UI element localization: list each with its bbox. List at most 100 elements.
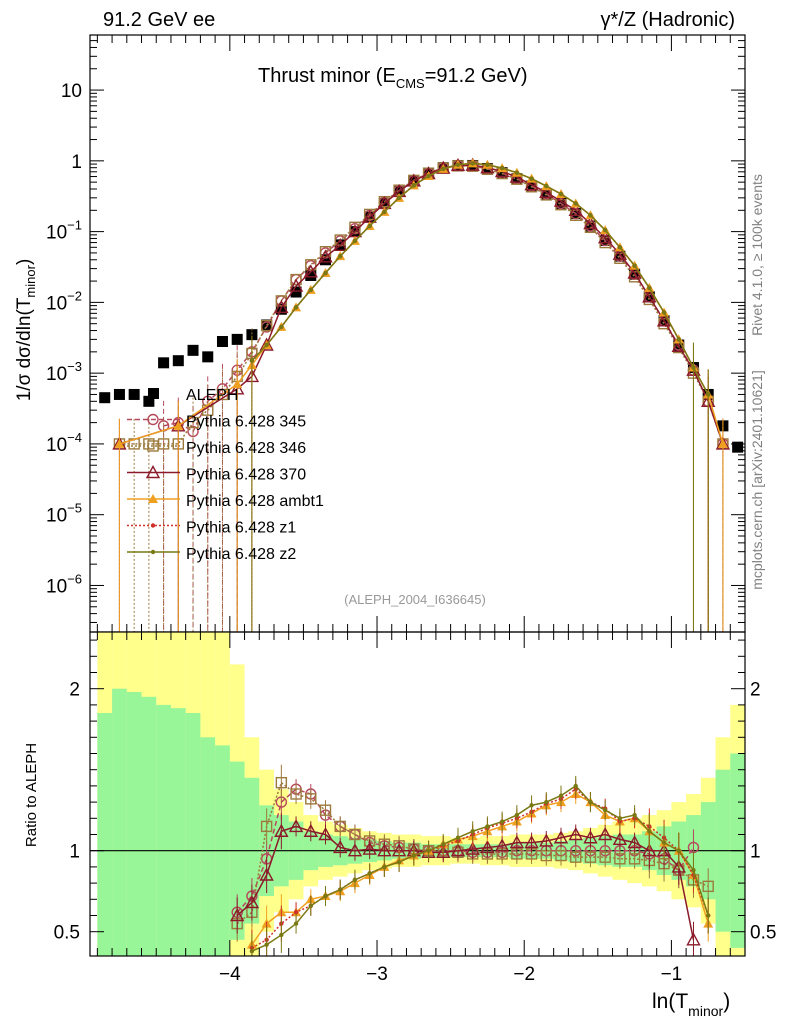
green-band-bin: [141, 696, 157, 956]
y-tick-label: 10−3: [46, 359, 82, 385]
legend-entry: Pythia 6.428 345: [127, 414, 306, 431]
mc-marker: [573, 201, 578, 206]
ratio-marker: [308, 903, 313, 908]
aleph-data-point: [172, 355, 184, 367]
ratio-marker: [555, 849, 567, 862]
mc-marker: [455, 162, 461, 167]
ratio-marker: [275, 776, 288, 789]
mc-marker: [260, 319, 273, 332]
mc-marker: [143, 438, 155, 450]
ratio-marker: [647, 829, 652, 834]
ratio-marker: [544, 799, 549, 805]
ratio-marker: [362, 841, 377, 855]
ratio-marker: [612, 831, 628, 846]
y-tick-label: 1: [71, 152, 82, 173]
ratio-marker: [494, 838, 510, 852]
mc-marker: [114, 438, 125, 448]
green-band-bin: [126, 691, 142, 956]
legend-swatch-marker: [147, 440, 159, 452]
mc-marker: [352, 238, 358, 244]
mc-line: [119, 164, 724, 445]
mc-series-z2: [249, 161, 711, 632]
ratio-marker: [686, 932, 701, 946]
ratio-marker: [260, 820, 273, 833]
ratio-marker: [706, 913, 711, 918]
legend-label: Pythia 6.428 345: [186, 414, 306, 431]
ratio-marker: [334, 820, 346, 833]
ratio-marker: [514, 812, 520, 818]
mcplots-credit-label: mcplots.cern.ch [arXiv:2401.10621]: [749, 370, 765, 589]
ratio-y-tick-label-left: 2: [69, 680, 80, 701]
uncertainty-bands: [97, 632, 745, 956]
mc-marker: [232, 379, 243, 389]
ratio-marker: [529, 803, 534, 808]
header-process-label: γ*/Z (Hadronic): [601, 9, 735, 31]
ratio-marker: [632, 812, 637, 818]
ratio-marker: [303, 823, 318, 837]
mc-marker: [382, 209, 387, 215]
ratio-marker: [244, 895, 260, 909]
mc-marker: [661, 310, 667, 315]
aleph-data-point: [732, 441, 744, 453]
ratio-marker: [249, 948, 255, 954]
mc-marker: [632, 263, 637, 268]
header-energy-label: 91.2 GeV ee: [103, 9, 215, 31]
chart-title: Thrust minor (ECMS=91.2 GeV): [258, 65, 528, 91]
mc-marker: [558, 191, 564, 197]
mc-marker: [499, 165, 505, 171]
ratio-marker: [570, 851, 582, 863]
mc-marker: [411, 183, 417, 188]
ratio-marker: [377, 843, 392, 857]
ratio-marker: [599, 851, 611, 863]
mc-marker: [706, 392, 711, 397]
y-tick-label: 10−6: [46, 571, 82, 597]
mc-marker: [441, 166, 446, 172]
ratio-marker: [382, 864, 387, 870]
main-y-ticks: 10−6 10−5 10−4 10−3 10−2 10−1 1 10: [46, 34, 745, 623]
ratio-marker: [568, 827, 583, 841]
mc-marker: [602, 227, 608, 233]
legend-swatch: [148, 388, 159, 399]
ratio-marker: [230, 908, 245, 922]
ratio-y-tick-label-right: 0.5: [750, 923, 776, 944]
x-axis-label: ln(Tminor): [652, 990, 730, 1019]
aleph-data-point: [202, 351, 214, 363]
ratio-marker: [539, 833, 554, 847]
mc-marker: [529, 176, 534, 181]
ratio-marker: [702, 880, 714, 893]
mc-marker: [524, 177, 539, 191]
legend-swatch-marker: [150, 549, 156, 555]
ratio-marker: [573, 783, 578, 789]
mc-marker: [173, 420, 184, 430]
ratio-marker: [553, 830, 569, 844]
ratio-marker: [293, 910, 299, 915]
legend: ALEPH Pythia 6.428 345 Pythia 6.428 346 Pyt…: [127, 387, 324, 563]
main-y-axis-label: 1/σ dσ/dln(Tminor): [14, 259, 38, 402]
mc-marker: [612, 246, 628, 260]
mc-marker: [293, 305, 299, 310]
y-tick-label: 10: [61, 81, 82, 102]
green-band-bin: [156, 704, 171, 956]
legend-entry: Pythia 6.428 370: [127, 465, 306, 484]
mc-line: [251, 162, 709, 395]
aleph-data-point: [187, 344, 199, 356]
ratio-marker: [524, 835, 539, 849]
legend-swatch-marker: [145, 465, 161, 479]
ratio-marker: [396, 859, 402, 865]
legend-label: Pythia 6.428 346: [186, 440, 306, 457]
aleph-data-point: [584, 220, 596, 232]
ratio-line: [236, 788, 695, 913]
ratio-marker: [480, 839, 495, 854]
mc-marker: [544, 183, 549, 189]
ratio-marker: [597, 827, 613, 841]
mc-marker: [305, 259, 317, 271]
ratio-marker: [617, 816, 623, 821]
ratio-y-tick-label-left: 1: [69, 842, 80, 863]
mc-marker: [627, 265, 642, 279]
ratio-y-ticks: 0.5 0.5 1 1 2 2: [54, 639, 776, 944]
mc-marker: [588, 213, 593, 218]
ratio-y-axis-label: Ratio to ALEPH: [23, 743, 40, 847]
mc-marker: [583, 216, 598, 230]
legend-label: Pythia 6.428 ambt1: [186, 493, 324, 510]
ratio-marker: [558, 793, 564, 798]
